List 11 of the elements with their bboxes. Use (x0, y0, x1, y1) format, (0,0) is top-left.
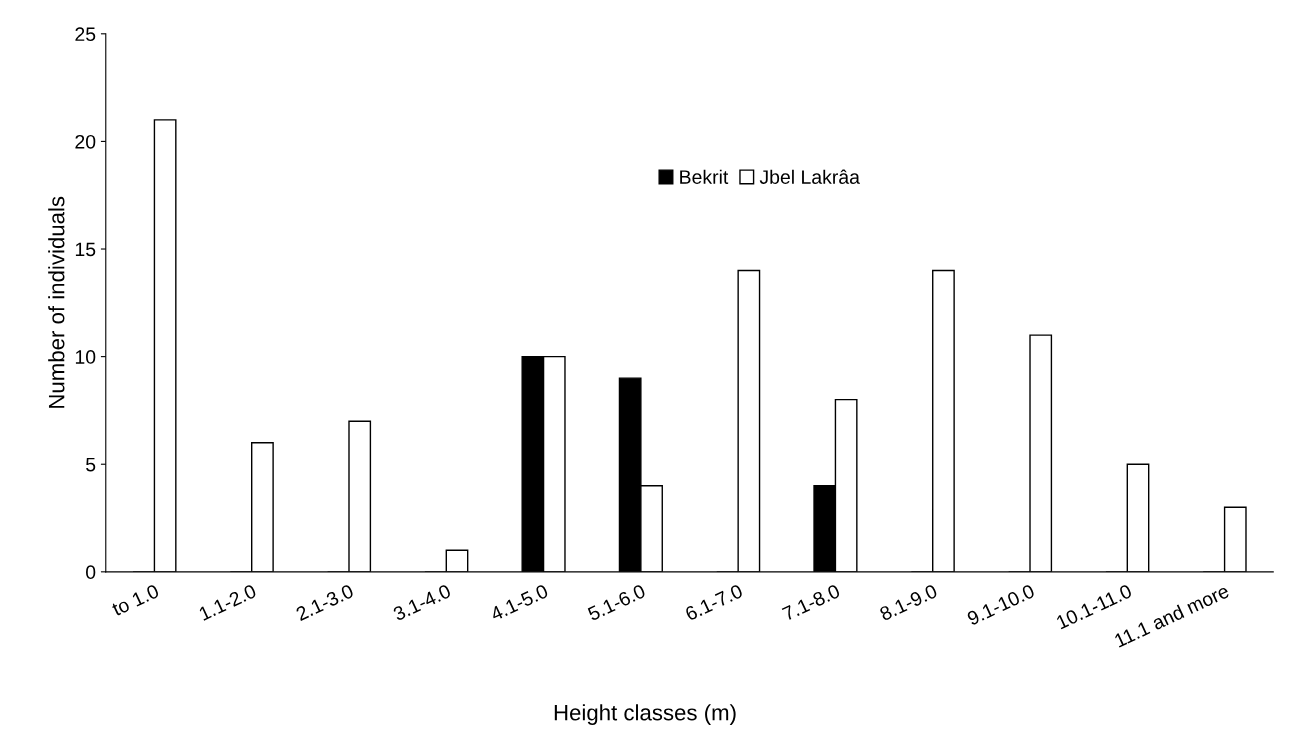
y-tick-label: 5 (86, 457, 96, 472)
y-axis-title: Number of individuals (48, 196, 65, 408)
x-axis-title: Height classes (m) (554, 704, 736, 725)
y-tick-label: 15 (75, 242, 96, 257)
y-tick-label: 10 (75, 350, 96, 364)
legend-label: Bekrit (680, 169, 729, 184)
y-tick-label: 20 (75, 134, 96, 149)
legend-label: Jbel Lakrâa (759, 169, 860, 184)
x-tick-label: to 1.0 (110, 583, 160, 617)
y-tick-label: 25 (75, 27, 96, 42)
y-tick-label: 0 (86, 565, 96, 580)
